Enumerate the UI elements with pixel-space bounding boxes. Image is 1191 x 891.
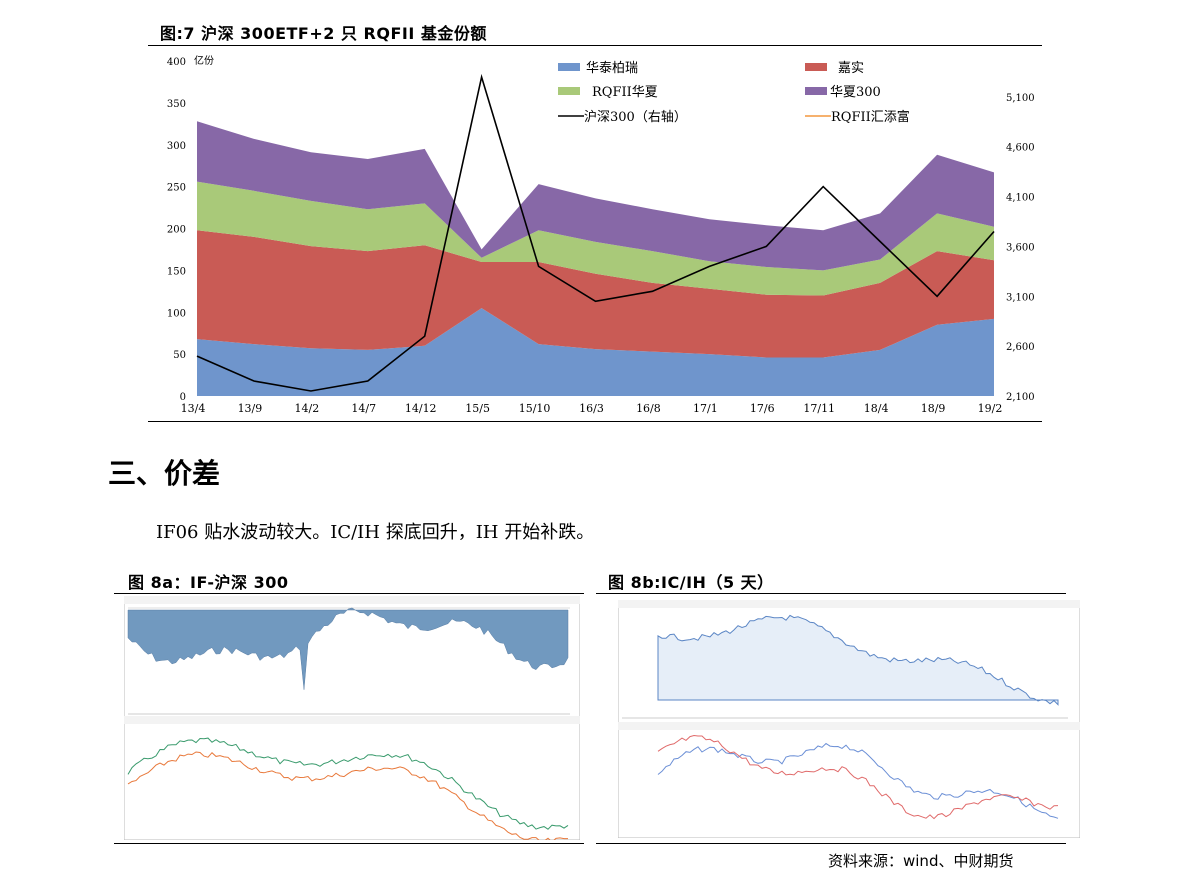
ih-price-line (657, 734, 1059, 820)
fund-share-chart: 0 50 100 150 200 250 300 350 400 2,100 2,600 3,100… (167, 54, 1035, 415)
legend-label-hs300: 沪深300（右轴） (584, 109, 687, 125)
right-tick-label: 5,100 (1006, 93, 1035, 104)
x-tick-label: 13/4 (181, 402, 206, 415)
figure7-top-rule (148, 45, 1042, 46)
legend-swatch-rqfii-hx (558, 87, 580, 95)
left-tick-label: 400 (167, 57, 186, 68)
right-tick-label: 2,600 (1006, 342, 1035, 353)
legend: 华泰柏瑞 嘉实 RQFII华夏 华夏300 沪深300（右轴） RQFII汇添富 (558, 61, 910, 125)
legend-label-hx300: 华夏300 (830, 85, 881, 100)
left-axis-unit: 亿份 (194, 54, 214, 67)
legend-label-hua-tai: 华泰柏瑞 (586, 61, 638, 76)
figure8a-bottom-rule (114, 843, 584, 844)
section-heading: 三、价差 (108, 457, 221, 490)
legend-swatch-hx300 (805, 87, 827, 95)
figure8a-title: 图 8a：IF-沪深 300 (128, 573, 289, 592)
left-tick-label: 200 (167, 225, 186, 236)
left-tick-label: 0 (180, 392, 186, 403)
figure8b-top-rule (596, 593, 1066, 594)
legend-label-rqfii-hx: RQFII华夏 (592, 85, 658, 100)
x-tick-label: 17/11 (803, 402, 835, 415)
right-tick-label: 3,100 (1006, 292, 1035, 303)
hs300-price-line (127, 751, 568, 840)
x-tick-label: 15/5 (465, 402, 490, 415)
x-tick-label: 14/12 (405, 402, 437, 415)
if-basis-screenshot (124, 596, 580, 840)
area-jia-shi (197, 230, 994, 358)
legend-swatch-jia-shi (805, 63, 827, 71)
ic-price-line (657, 742, 1059, 819)
left-tick-label: 300 (167, 141, 186, 152)
left-tick-label: 50 (173, 350, 186, 361)
x-tick-label: 17/6 (750, 402, 775, 415)
figure7-bottom-rule (148, 421, 1042, 422)
legend-label-jia-shi: 嘉实 (838, 61, 864, 76)
if-price-line (127, 737, 569, 830)
legend-label-rqfii-ht: RQFII汇添富 (831, 109, 910, 125)
left-tick-label: 150 (167, 266, 186, 277)
ic-ih-screenshot (618, 600, 1080, 838)
figure8b-title: 图 8b:IC/IH（5 天） (608, 573, 774, 592)
legend-swatch-hua-tai (558, 63, 580, 71)
line-hs300 (196, 73, 995, 392)
right-tick-label: 4,600 (1006, 143, 1035, 154)
figure7-title: 图:7 沪深 300ETF+2 只 RQFII 基金份额 (160, 24, 487, 43)
area-rqfii-hx (197, 181, 994, 296)
right-tick-label: 2,100 (1006, 392, 1035, 403)
left-tick-label: 350 (167, 99, 186, 110)
body-paragraph: IF06 贴水波动较大。IC/IH 探底回升，IH 开始补跌。 (156, 522, 595, 543)
x-tick-label: 15/10 (519, 402, 551, 415)
area-hua-tai (197, 308, 994, 396)
x-tick-label: 18/4 (864, 402, 889, 415)
x-tick-label: 17/1 (693, 402, 718, 415)
right-tick-label: 3,600 (1006, 242, 1035, 253)
x-tick-label: 14/7 (351, 402, 376, 415)
right-tick-label: 4,100 (1006, 193, 1035, 204)
if-basis-area (127, 607, 569, 690)
left-tick-label: 250 (167, 183, 186, 194)
left-tick-label: 100 (167, 308, 186, 319)
x-tick-label: 13/9 (238, 402, 263, 415)
figure8a-top-rule (114, 593, 584, 594)
x-tick-label: 18/9 (921, 402, 946, 415)
x-tick-label: 16/3 (579, 402, 604, 415)
source-note: 资料来源：wind、中财期货 (828, 852, 1014, 870)
figure8b-bottom-rule (596, 843, 1066, 844)
x-tick-label: 16/8 (636, 402, 661, 415)
ic-ih-ratio-area (657, 614, 1059, 706)
x-tick-label: 14/2 (295, 402, 320, 415)
x-tick-label: 19/2 (978, 402, 1003, 415)
area-hx300 (197, 121, 994, 271)
